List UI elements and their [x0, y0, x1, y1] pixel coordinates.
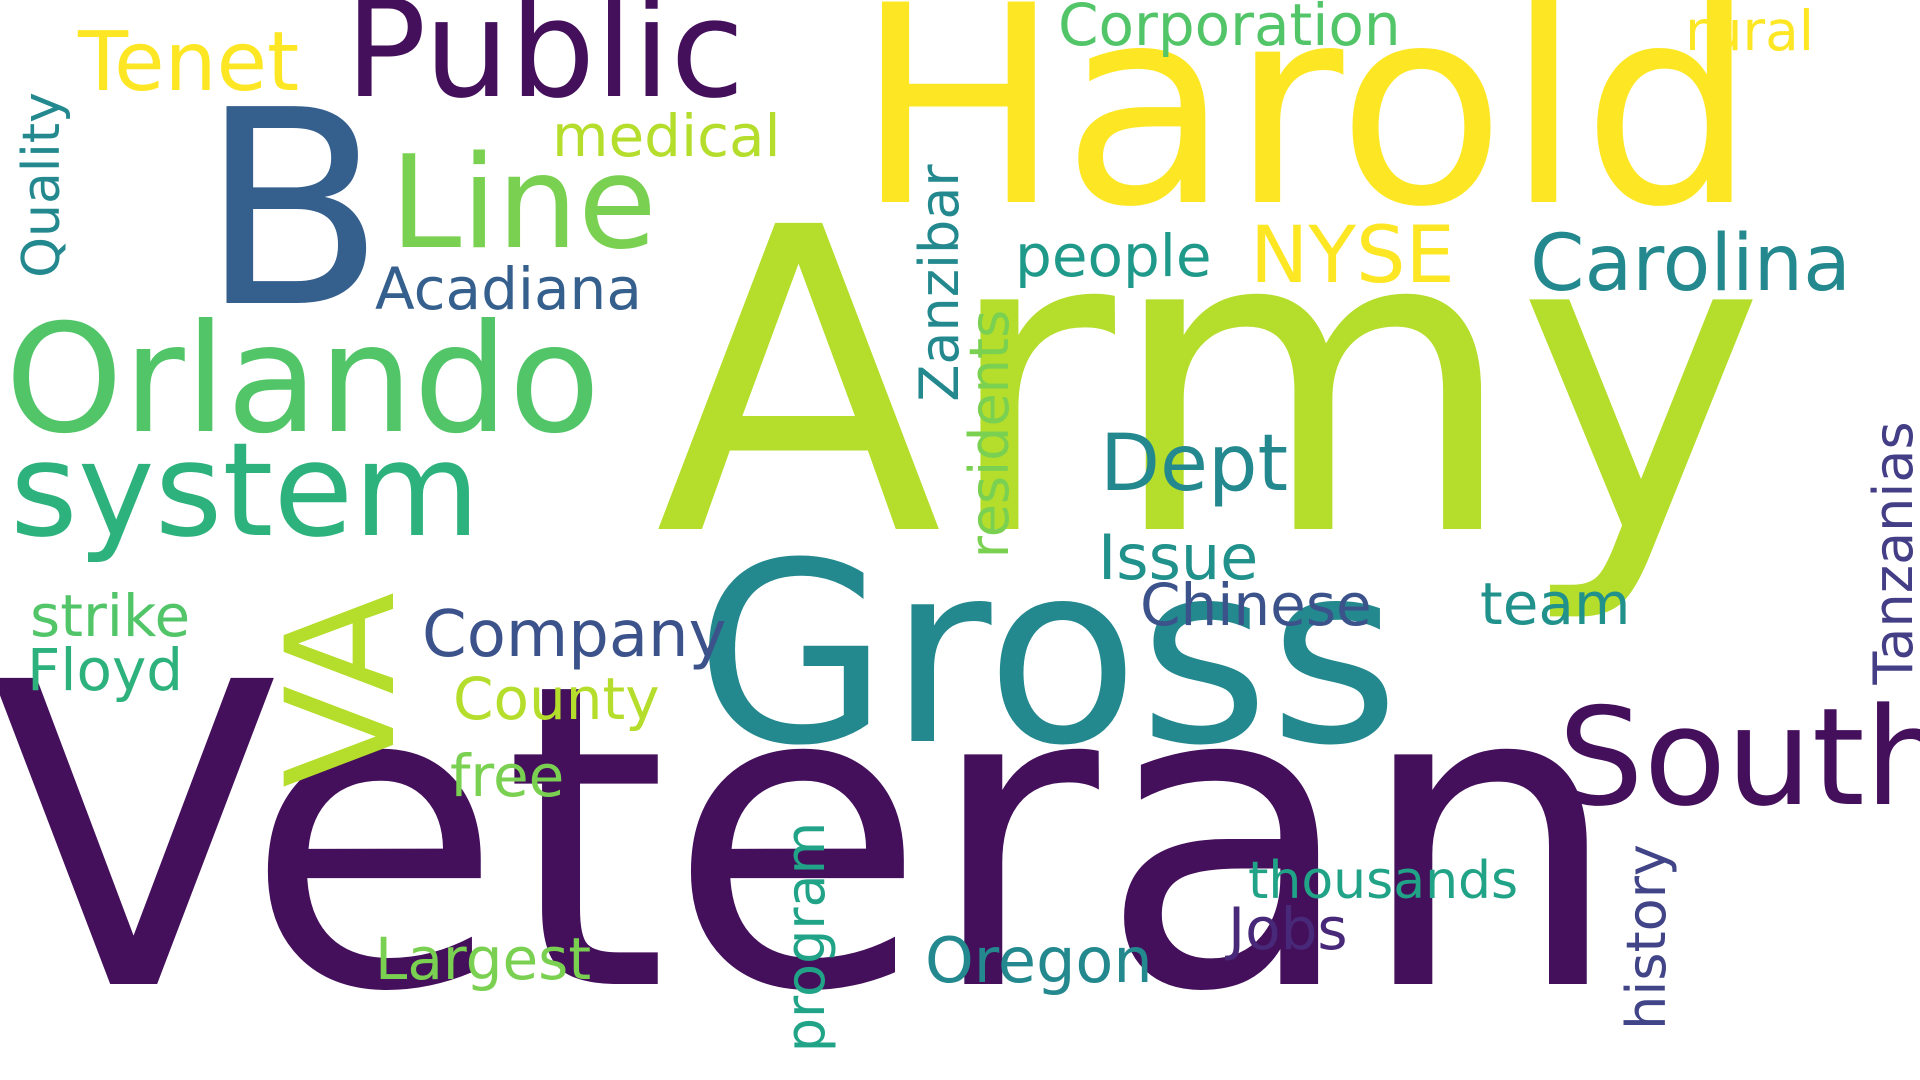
word-public: Public [345, 0, 745, 128]
word-rural: rural [1685, 0, 1815, 63]
word-va: VA [255, 592, 429, 788]
word-company: Company [422, 598, 727, 672]
word-acadiana: Acadiana [375, 255, 642, 323]
word-largest: Largest [375, 925, 592, 993]
word-south: South [1558, 679, 1920, 836]
word-b: B [200, 52, 386, 367]
word-medical: medical [552, 102, 781, 170]
word-line: Line [390, 129, 657, 278]
word-quality: Quality [12, 92, 72, 278]
word-system: system [10, 414, 480, 566]
word-county: County [453, 665, 660, 733]
word-corporation: Corporation [1058, 0, 1401, 59]
word-harold: Harold [855, 0, 1757, 267]
word-army: Army [655, 140, 1766, 629]
word-residents: residents [958, 309, 1021, 559]
word-orlando: Orlando [5, 293, 601, 467]
word-dept: Dept [1100, 419, 1289, 509]
word-people: people [1015, 222, 1212, 290]
word-carolina: Carolina [1530, 219, 1851, 309]
word-veteran: Veteran [0, 595, 1623, 1080]
word-jobs: Jobs [1228, 895, 1348, 963]
word-history: history [1615, 844, 1678, 1030]
word-thousands: thousands [1248, 851, 1519, 911]
word-free: free [450, 742, 565, 810]
word-chinese: Chinese [1140, 571, 1372, 639]
word-program: program [774, 821, 837, 1053]
word-oregon: Oregon [925, 924, 1153, 997]
word-team: team [1480, 570, 1631, 638]
word-strike: strike [30, 582, 191, 650]
word-floyd: Floyd [27, 636, 184, 704]
word-nyse: NYSE [1250, 211, 1455, 301]
word-tenet: Tenet [78, 15, 300, 110]
word-issue: Issue [1098, 521, 1259, 594]
word-gross: Gross [695, 509, 1400, 800]
word-tanzanias: Tanzanias [1862, 421, 1920, 685]
